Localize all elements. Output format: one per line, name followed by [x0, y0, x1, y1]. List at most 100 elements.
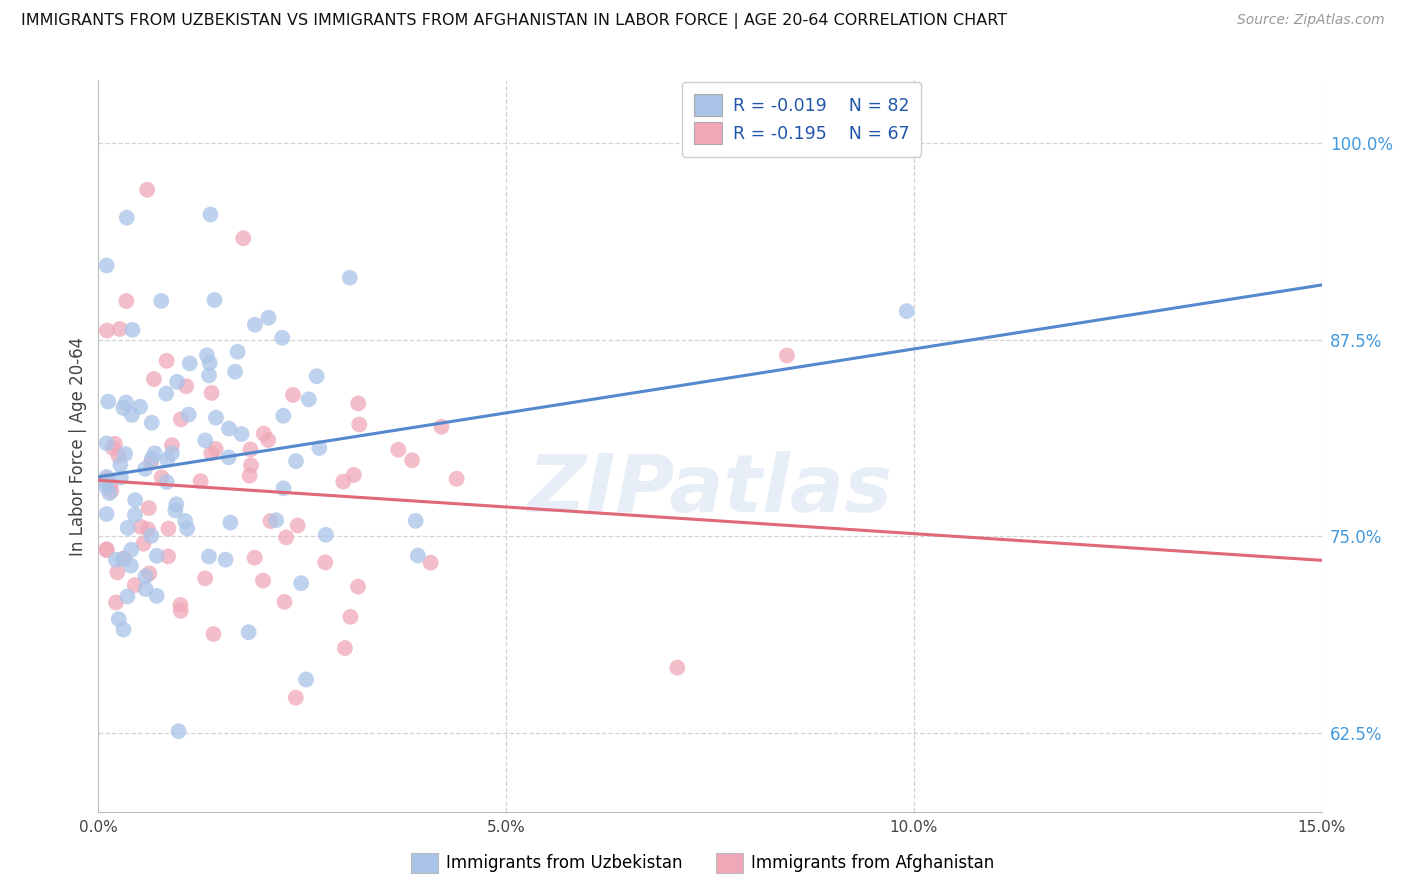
Point	[142, 372, 165, 386]
Point	[232, 231, 254, 245]
Point	[273, 409, 295, 423]
Point	[145, 589, 167, 603]
Point	[156, 353, 179, 368]
Point	[218, 450, 240, 465]
Point	[239, 442, 262, 457]
Point	[176, 522, 198, 536]
Point	[332, 475, 354, 489]
Point	[430, 419, 453, 434]
Text: ZIPatlas: ZIPatlas	[527, 450, 893, 529]
Point	[141, 529, 163, 543]
Point	[343, 467, 366, 482]
Point	[134, 462, 156, 476]
Point	[169, 598, 191, 612]
Point	[174, 379, 197, 393]
Point	[257, 433, 280, 447]
Point	[401, 453, 423, 467]
Point	[160, 446, 183, 460]
Point	[295, 673, 318, 687]
Point	[405, 514, 427, 528]
Point	[165, 503, 187, 517]
Point	[194, 571, 217, 585]
Point	[273, 481, 295, 495]
Point	[129, 520, 152, 534]
Point	[129, 400, 152, 414]
Point	[238, 625, 260, 640]
Point	[347, 396, 370, 410]
Point	[114, 447, 136, 461]
Point	[150, 470, 173, 484]
Point	[107, 449, 129, 463]
Point	[108, 322, 131, 336]
Point	[219, 516, 242, 530]
Point	[252, 574, 274, 588]
Point	[121, 323, 143, 337]
Point	[298, 392, 321, 407]
Point	[110, 458, 132, 472]
Point	[121, 408, 143, 422]
Point	[96, 475, 118, 490]
Point	[264, 513, 287, 527]
Point	[276, 530, 298, 544]
Point	[387, 442, 409, 457]
Point	[136, 522, 159, 536]
Point	[160, 438, 183, 452]
Point	[100, 477, 122, 491]
Point	[243, 550, 266, 565]
Point	[124, 493, 146, 508]
Point	[257, 310, 280, 325]
Point	[214, 552, 236, 566]
Point	[204, 293, 226, 307]
Point	[96, 543, 118, 558]
Point	[112, 401, 135, 415]
Point	[333, 641, 356, 656]
Point	[100, 483, 122, 498]
Point	[446, 472, 468, 486]
Point	[205, 410, 228, 425]
Point	[284, 690, 307, 705]
Point	[194, 434, 217, 448]
Point	[347, 580, 370, 594]
Point	[179, 356, 201, 370]
Point	[339, 270, 361, 285]
Point	[112, 551, 135, 566]
Point	[156, 475, 179, 489]
Text: IMMIGRANTS FROM UZBEKISTAN VS IMMIGRANTS FROM AFGHANISTAN IN LABOR FORCE | AGE 2: IMMIGRANTS FROM UZBEKISTAN VS IMMIGRANTS…	[21, 13, 1007, 29]
Point	[135, 582, 157, 596]
Point	[198, 368, 221, 383]
Point	[134, 569, 156, 583]
Point	[240, 458, 263, 473]
Point	[155, 386, 177, 401]
Point	[198, 549, 221, 564]
Point	[115, 293, 138, 308]
Point	[167, 724, 190, 739]
Point	[132, 537, 155, 551]
Point	[150, 293, 173, 308]
Point	[271, 331, 294, 345]
Point	[406, 549, 429, 563]
Legend: Immigrants from Uzbekistan, Immigrants from Afghanistan: Immigrants from Uzbekistan, Immigrants f…	[405, 847, 1001, 880]
Point	[96, 324, 118, 338]
Point	[170, 412, 193, 426]
Point	[98, 486, 121, 500]
Point	[117, 521, 139, 535]
Point	[157, 522, 180, 536]
Point	[117, 590, 139, 604]
Point	[111, 552, 134, 566]
Point	[97, 394, 120, 409]
Point	[198, 356, 221, 370]
Point	[96, 542, 118, 557]
Point	[315, 528, 337, 542]
Point	[243, 318, 266, 332]
Point	[120, 558, 142, 573]
Point	[239, 468, 262, 483]
Point	[170, 604, 193, 618]
Point	[101, 441, 124, 455]
Point	[200, 208, 222, 222]
Point	[96, 436, 118, 450]
Point	[110, 470, 132, 484]
Point	[146, 549, 169, 563]
Point	[105, 566, 128, 580]
Point	[896, 304, 918, 318]
Point	[166, 375, 188, 389]
